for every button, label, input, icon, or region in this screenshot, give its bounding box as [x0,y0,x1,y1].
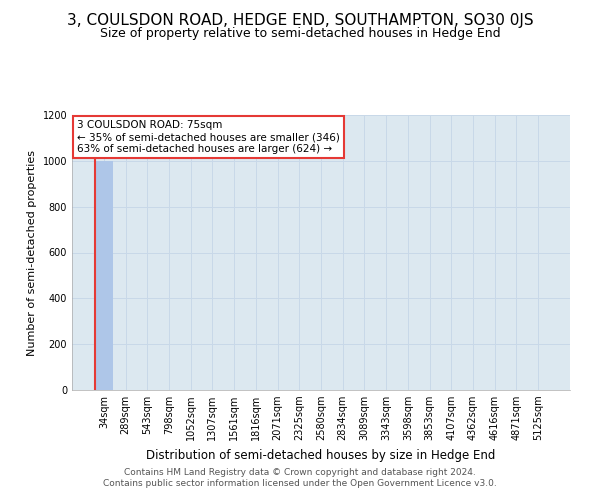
X-axis label: Distribution of semi-detached houses by size in Hedge End: Distribution of semi-detached houses by … [146,449,496,462]
Y-axis label: Number of semi-detached properties: Number of semi-detached properties [27,150,37,356]
Text: 3 COULSDON ROAD: 75sqm
← 35% of semi-detached houses are smaller (346)
63% of se: 3 COULSDON ROAD: 75sqm ← 35% of semi-det… [77,120,340,154]
Text: Size of property relative to semi-detached houses in Hedge End: Size of property relative to semi-detach… [100,28,500,40]
Bar [95,161,113,390]
Text: Contains HM Land Registry data © Crown copyright and database right 2024.
Contai: Contains HM Land Registry data © Crown c… [103,468,497,487]
Text: 3, COULSDON ROAD, HEDGE END, SOUTHAMPTON, SO30 0JS: 3, COULSDON ROAD, HEDGE END, SOUTHAMPTON… [67,12,533,28]
